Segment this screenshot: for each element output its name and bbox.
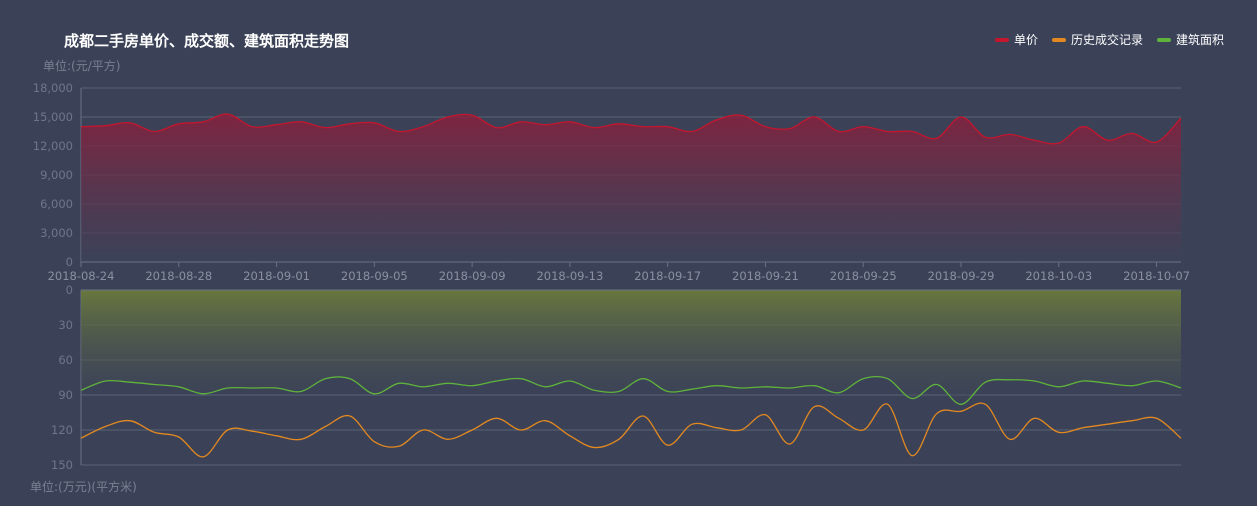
panel1-y-tick-label: 150 xyxy=(51,458,73,472)
panel0-y-tick-label: 0 xyxy=(66,255,73,269)
panel0-y-tick-label: 18,000 xyxy=(33,81,73,95)
x-tick-label: 2018-10-07 xyxy=(1123,269,1190,283)
legend-swatch-floor-area xyxy=(1156,37,1171,42)
x-tick-label: 2018-09-21 xyxy=(732,269,799,283)
legend-item-unit-price[interactable]: 单价 xyxy=(994,31,1038,48)
x-tick-label: 2018-09-05 xyxy=(341,269,408,283)
panel0-y-tick-label: 9,000 xyxy=(40,168,73,182)
x-tick-label: 2018-09-09 xyxy=(439,269,506,283)
series-area-建筑面积 xyxy=(81,290,1181,405)
x-tick-label: 2018-08-28 xyxy=(145,269,212,283)
x-tick-label: 2018-09-29 xyxy=(928,269,995,283)
panel1-y-tick-label: 60 xyxy=(58,353,73,367)
legend-label-floor-area: 建筑面积 xyxy=(1175,33,1224,47)
x-tick-label: 2018-10-03 xyxy=(1025,269,1092,283)
panel0-unit-label: 单位:(元/平方) xyxy=(43,58,120,73)
panel1-y-tick-label: 120 xyxy=(51,423,73,437)
panel0-y-tick-label: 12,000 xyxy=(33,139,73,153)
series-area-单价 xyxy=(81,114,1181,263)
x-tick-label: 2018-09-25 xyxy=(830,269,897,283)
series-line-历史成交记录 xyxy=(80,402,1182,458)
x-tick-label: 2018-08-24 xyxy=(48,269,115,283)
x-tick-label: 2018-09-01 xyxy=(243,269,310,283)
legend-label-transaction-history: 历史成交记录 xyxy=(1070,33,1143,47)
legend-item-transaction-history[interactable]: 历史成交记录 xyxy=(1051,31,1143,48)
legend-item-floor-area[interactable]: 建筑面积 xyxy=(1156,31,1224,48)
panel0-y-tick-label: 3,000 xyxy=(40,226,73,240)
legend-label-unit-price: 单价 xyxy=(1013,33,1038,47)
chart-title: 成都二手房单价、成交额、建筑面积走势图 xyxy=(64,32,350,50)
series-line-单价 xyxy=(80,113,1182,145)
panel0-y-tick-label: 15,000 xyxy=(33,110,73,124)
legend: 单价 历史成交记录 建筑面积 xyxy=(994,31,1224,48)
legend-swatch-unit-price xyxy=(994,37,1009,42)
series-line-建筑面积 xyxy=(80,375,1182,405)
panel1-y-tick-label: 30 xyxy=(58,318,73,332)
panel1-unit-label: 单位:(万元)(平方米) xyxy=(30,479,137,494)
panel1-y-tick-label: 0 xyxy=(66,283,73,297)
legend-swatch-transaction-history xyxy=(1051,37,1066,42)
panel1-y-tick-label: 90 xyxy=(58,388,73,402)
panel0-y-tick-label: 6,000 xyxy=(40,197,73,211)
x-tick-label: 2018-09-13 xyxy=(536,269,603,283)
x-tick-label: 2018-09-17 xyxy=(634,269,701,283)
